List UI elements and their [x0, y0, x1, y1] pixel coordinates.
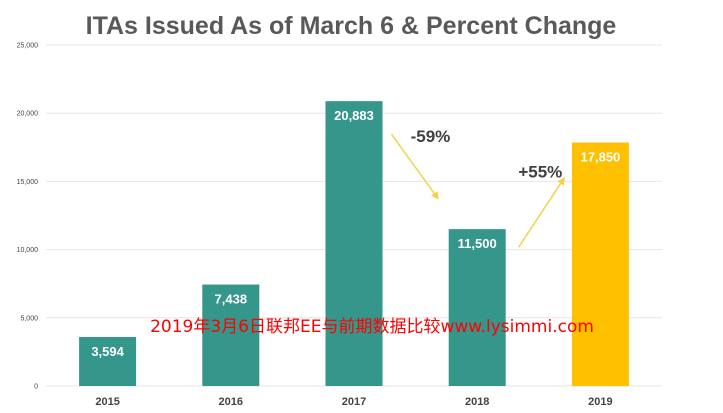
bar [325, 101, 383, 386]
y-tick-label: 0 [34, 384, 38, 391]
bar [571, 142, 629, 386]
y-tick-label: 5,000 [20, 315, 38, 322]
x-tick-label: 2015 [95, 396, 119, 408]
y-tick-label: 10,000 [17, 247, 39, 254]
data-label: 3,594 [91, 344, 124, 359]
chart-title: ITAs Issued As of March 6 & Percent Chan… [86, 12, 617, 40]
data-label: 11,500 [458, 236, 497, 251]
data-label: 17,850 [581, 150, 621, 165]
x-tick-label: 2019 [588, 396, 612, 408]
watermark-text: 2019年3月6日联邦EE与前期数据比较www.lysimmi.com [150, 317, 594, 337]
bars [79, 101, 629, 386]
y-tick-label: 20,000 [17, 111, 39, 118]
y-tick-label: 25,000 [17, 43, 39, 50]
annotation-arrow [518, 176, 566, 248]
annotations: -59% +55% [390, 127, 566, 248]
data-label: 7,438 [215, 292, 248, 307]
x-axis-ticks: 2015 2016 2017 2018 2019 [95, 396, 612, 408]
x-tick-label: 2018 [465, 396, 489, 408]
bar [202, 284, 260, 386]
data-labels: 3,594 7,438 20,883 11,500 17,850 [91, 108, 620, 359]
data-label: 20,883 [334, 108, 374, 123]
x-tick-label: 2016 [219, 396, 243, 408]
x-tick-label: 2017 [342, 396, 366, 408]
bar [448, 229, 506, 386]
annotation-label: -59% [411, 127, 451, 146]
annotation-arrow [390, 133, 439, 200]
y-axis-ticks: 0 5,000 10,000 15,000 20,000 25,000 [17, 43, 39, 391]
y-tick-label: 15,000 [17, 179, 39, 186]
annotation-label: +55% [518, 163, 562, 182]
bar [79, 336, 137, 386]
